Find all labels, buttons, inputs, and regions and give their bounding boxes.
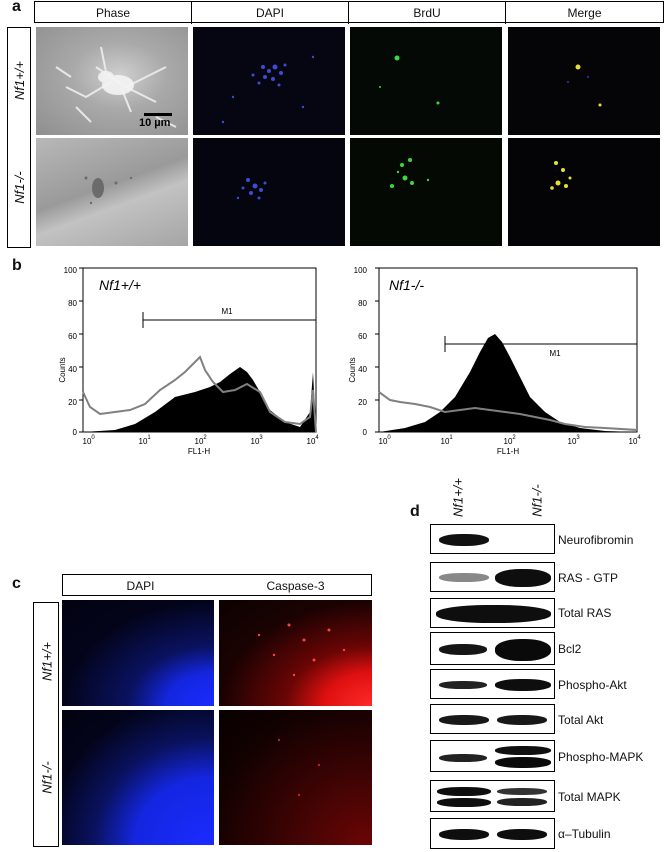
scale-bar — [144, 113, 172, 116]
row-label-wt-c: Nf1+/+ — [39, 641, 55, 682]
dapi-image-c-wt — [62, 600, 214, 706]
blot-bcl2 — [430, 632, 555, 665]
x-tick: 10 — [307, 437, 316, 446]
x-axis-label: FL1-H — [188, 447, 210, 456]
dapi-image-c-ko — [62, 710, 214, 845]
y-axis-label: Counts — [58, 357, 67, 382]
y-tick: 20 — [358, 398, 367, 407]
blot-total-ras — [430, 598, 555, 628]
x-axis-label: FL1-H — [497, 447, 519, 456]
dapi-image-wt — [193, 27, 345, 135]
lane-label-wt: Nf1+/+ — [450, 477, 466, 518]
dapi-image-ko — [193, 138, 345, 246]
y-tick: 60 — [358, 332, 367, 341]
phase-image-ko — [36, 138, 188, 246]
merge-image-wt — [508, 27, 660, 135]
panel-a-header: Phase DAPI BrdU Merge — [34, 1, 664, 24]
x-tick-exp: 3 — [576, 435, 580, 441]
panel-c-label: c — [12, 575, 21, 592]
caspase-image-c-ko — [219, 710, 372, 845]
x-tick: 10 — [629, 437, 638, 446]
merge-image-ko — [508, 138, 660, 246]
brdu-image-wt — [350, 27, 502, 135]
y-tick: 80 — [68, 299, 77, 308]
panel-a-row-frame — [7, 27, 31, 248]
plot-title: Nf1-/- — [389, 277, 424, 293]
blot-label: Total Akt — [558, 713, 604, 727]
histogram-wt: 100 80 60 40 20 0 Counts M1 Nf1+/+ 10 0 1… — [55, 262, 330, 462]
panel-c-row-frame — [33, 602, 59, 847]
x-tick: 10 — [195, 437, 204, 446]
panel-d-label: d — [410, 503, 420, 520]
blot-total-mapk — [430, 780, 555, 812]
col-header-merge: Merge — [567, 6, 602, 20]
blot-label: Total RAS — [558, 606, 612, 620]
blot-label: Total MAPK — [558, 790, 621, 804]
y-tick: 80 — [358, 299, 367, 308]
blot-phospho-mapk — [430, 740, 555, 772]
row-label-ko: Nf1-/- — [12, 171, 27, 204]
col-header-dapi: DAPI — [192, 2, 349, 24]
blot-label: Bcl2 — [558, 642, 582, 656]
blot-label: Phospho-MAPK — [558, 750, 644, 764]
col-header-phase: Phase — [35, 2, 192, 24]
y-tick: 100 — [354, 266, 368, 275]
m1-label: M1 — [549, 349, 561, 358]
x-tick: 10 — [568, 437, 577, 446]
x-tick-exp: 3 — [259, 435, 263, 441]
y-tick: 0 — [73, 428, 78, 437]
y-tick: 60 — [68, 332, 77, 341]
x-tick: 10 — [504, 437, 513, 446]
x-tick: 10 — [251, 437, 260, 446]
x-tick-exp: 4 — [315, 435, 319, 441]
blot-label: RAS - GTP — [558, 571, 619, 585]
panel-c-header: DAPI Caspase-3 — [62, 574, 372, 596]
y-tick: 20 — [68, 398, 77, 407]
col-header-dapi-c: DAPI — [126, 579, 155, 593]
blot-neurofibromin — [430, 524, 555, 554]
x-tick-exp: 1 — [147, 435, 151, 441]
blot-label: Phospho-Akt — [558, 678, 627, 692]
col-header-caspase: Caspase-3 — [266, 579, 325, 593]
blot-phospho-akt — [430, 669, 555, 699]
x-tick: 10 — [83, 437, 92, 446]
lane-label-ko: Nf1-/- — [529, 484, 545, 517]
x-tick-exp: 2 — [203, 435, 207, 441]
x-tick-exp: 1 — [449, 435, 453, 441]
x-tick: 10 — [379, 437, 388, 446]
row-label-ko-c: Nf1-/- — [39, 761, 55, 794]
y-axis-label: Counts — [348, 357, 357, 382]
blot-alpha-tubulin — [430, 818, 555, 849]
phase-image-wt: 10 µm — [36, 27, 188, 135]
y-tick: 40 — [358, 365, 367, 374]
x-tick-exp: 4 — [637, 435, 641, 441]
panel-b-label: b — [12, 257, 22, 274]
x-tick-exp: 2 — [512, 435, 516, 441]
blot-ras-gtp — [430, 562, 555, 592]
histogram-ko: 100 80 60 40 20 0 Counts M1 Nf1-/- 10 0 1… — [345, 262, 645, 462]
col-header-brdu: BrdU — [349, 2, 506, 24]
blot-label: Neurofibromin — [558, 533, 634, 547]
row-label-wt: Nf1+/+ — [12, 60, 27, 101]
caspase-image-c-wt — [219, 600, 372, 706]
x-tick: 10 — [441, 437, 450, 446]
m1-label: M1 — [221, 307, 233, 316]
blot-total-akt — [430, 704, 555, 734]
y-tick: 0 — [363, 428, 368, 437]
scale-bar-label: 10 µm — [139, 117, 171, 129]
plot-title: Nf1+/+ — [99, 277, 141, 293]
blot-label: α–Tubulin — [558, 827, 611, 841]
y-tick: 100 — [64, 266, 78, 275]
x-tick-exp: 0 — [91, 435, 95, 441]
x-tick-exp: 0 — [387, 435, 391, 441]
y-tick: 40 — [68, 365, 77, 374]
panel-a-label: a — [12, 0, 21, 15]
x-tick: 10 — [139, 437, 148, 446]
brdu-image-ko — [350, 138, 502, 246]
